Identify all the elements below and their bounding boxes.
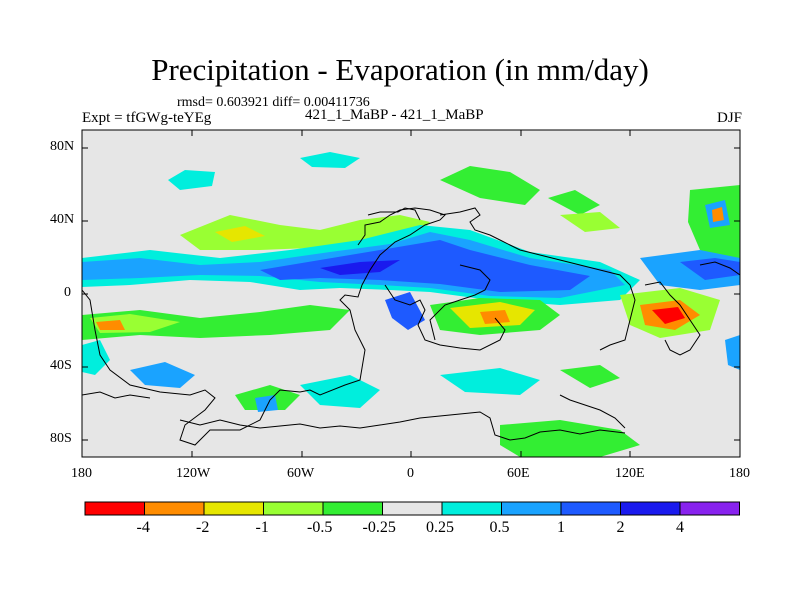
field-contour: [215, 226, 265, 242]
colorbar-box: [560, 501, 621, 516]
field-contour: [255, 395, 278, 412]
land-outline-antarctica: [82, 391, 626, 441]
x-ticks: [191, 130, 631, 457]
colorbar-box: [441, 501, 502, 516]
colorbar-box: [263, 501, 324, 516]
colorbar-box: [501, 501, 562, 516]
comparison-label: 421_1_MaBP - 421_1_MaBP: [305, 107, 484, 123]
field-contour: [560, 365, 620, 388]
colorbar-label: -2: [196, 519, 210, 536]
field-contour: [300, 375, 380, 408]
land-outline-greenland: [367, 207, 421, 221]
x-tick-label: 120E: [615, 466, 645, 481]
figure-title: Precipitation - Evaporation (in mm/day): [151, 52, 649, 87]
y-tick-label: 40S: [50, 358, 72, 373]
x-tick-label: 180: [729, 466, 750, 481]
season-label: DJF: [716, 110, 742, 126]
x-tick-label: 60E: [507, 466, 530, 481]
field-contour: [168, 170, 215, 190]
land-outline-maritime: [644, 281, 701, 356]
land-outline-australia: [699, 261, 740, 276]
colorbar-label: -0.25: [362, 519, 396, 536]
y-ticks: [82, 147, 740, 441]
field-contour: [300, 152, 360, 168]
colorbar-label: 2: [616, 519, 625, 536]
experiment-label: Expt = tfGWg-teYEg: [82, 110, 212, 126]
colorbar-box: [382, 501, 443, 516]
field-contour: [385, 292, 425, 330]
field-contour: [440, 166, 540, 205]
x-tick-label: 0: [407, 466, 414, 481]
y-tick-label: 0: [64, 285, 71, 300]
colorbar-label: 4: [676, 519, 684, 536]
land-outline: [82, 207, 740, 446]
field-contour: [560, 212, 620, 232]
land-outline-south-america: [384, 284, 506, 351]
field-contour: [130, 362, 195, 388]
land-outline-north-america: [82, 207, 446, 446]
field-contour: [680, 258, 740, 280]
colorbar-label: -1: [255, 519, 269, 536]
land-outline-africa: [429, 264, 491, 341]
colorbar-box: [203, 501, 264, 516]
field-contour: [96, 320, 125, 330]
field-contour: [500, 420, 640, 457]
field-contour: [725, 335, 740, 370]
field-contour: [260, 240, 590, 292]
field-contour: [712, 207, 724, 222]
colorbar: [84, 501, 740, 516]
colorbar-box: [144, 501, 205, 516]
field-layer: [82, 130, 740, 457]
x-tick-label: 60W: [287, 466, 315, 481]
field-contour: [548, 190, 600, 215]
field-contour: [440, 368, 540, 395]
colorbar-label: -4: [136, 519, 150, 536]
x-tick-label: 180: [71, 466, 92, 481]
field-contour: [480, 310, 510, 324]
y-tick-label: 80N: [50, 139, 75, 154]
colorbar-label: 1: [557, 519, 565, 536]
x-tick-label: 120W: [176, 466, 211, 481]
land-outline-antarctic-peninsula: [559, 394, 626, 429]
colorbar-label: -0.5: [307, 519, 333, 536]
y-tick-label: 80S: [50, 431, 72, 446]
colorbar-box: [84, 501, 145, 516]
y-tick-label: 40N: [50, 212, 75, 227]
colorbar-box: [322, 501, 383, 516]
colorbar-label: 0.5: [489, 519, 510, 536]
colorbar-label: 0.25: [426, 519, 454, 536]
colorbar-box: [679, 501, 740, 516]
land-outline-europe-asia: [439, 207, 636, 351]
colorbar-box: [620, 501, 681, 516]
stats-label: rmsd= 0.603921 diff= 0.00411736: [177, 95, 370, 110]
field-contour: [320, 260, 400, 275]
field-contour: [82, 340, 110, 375]
field-contour: [652, 307, 685, 324]
